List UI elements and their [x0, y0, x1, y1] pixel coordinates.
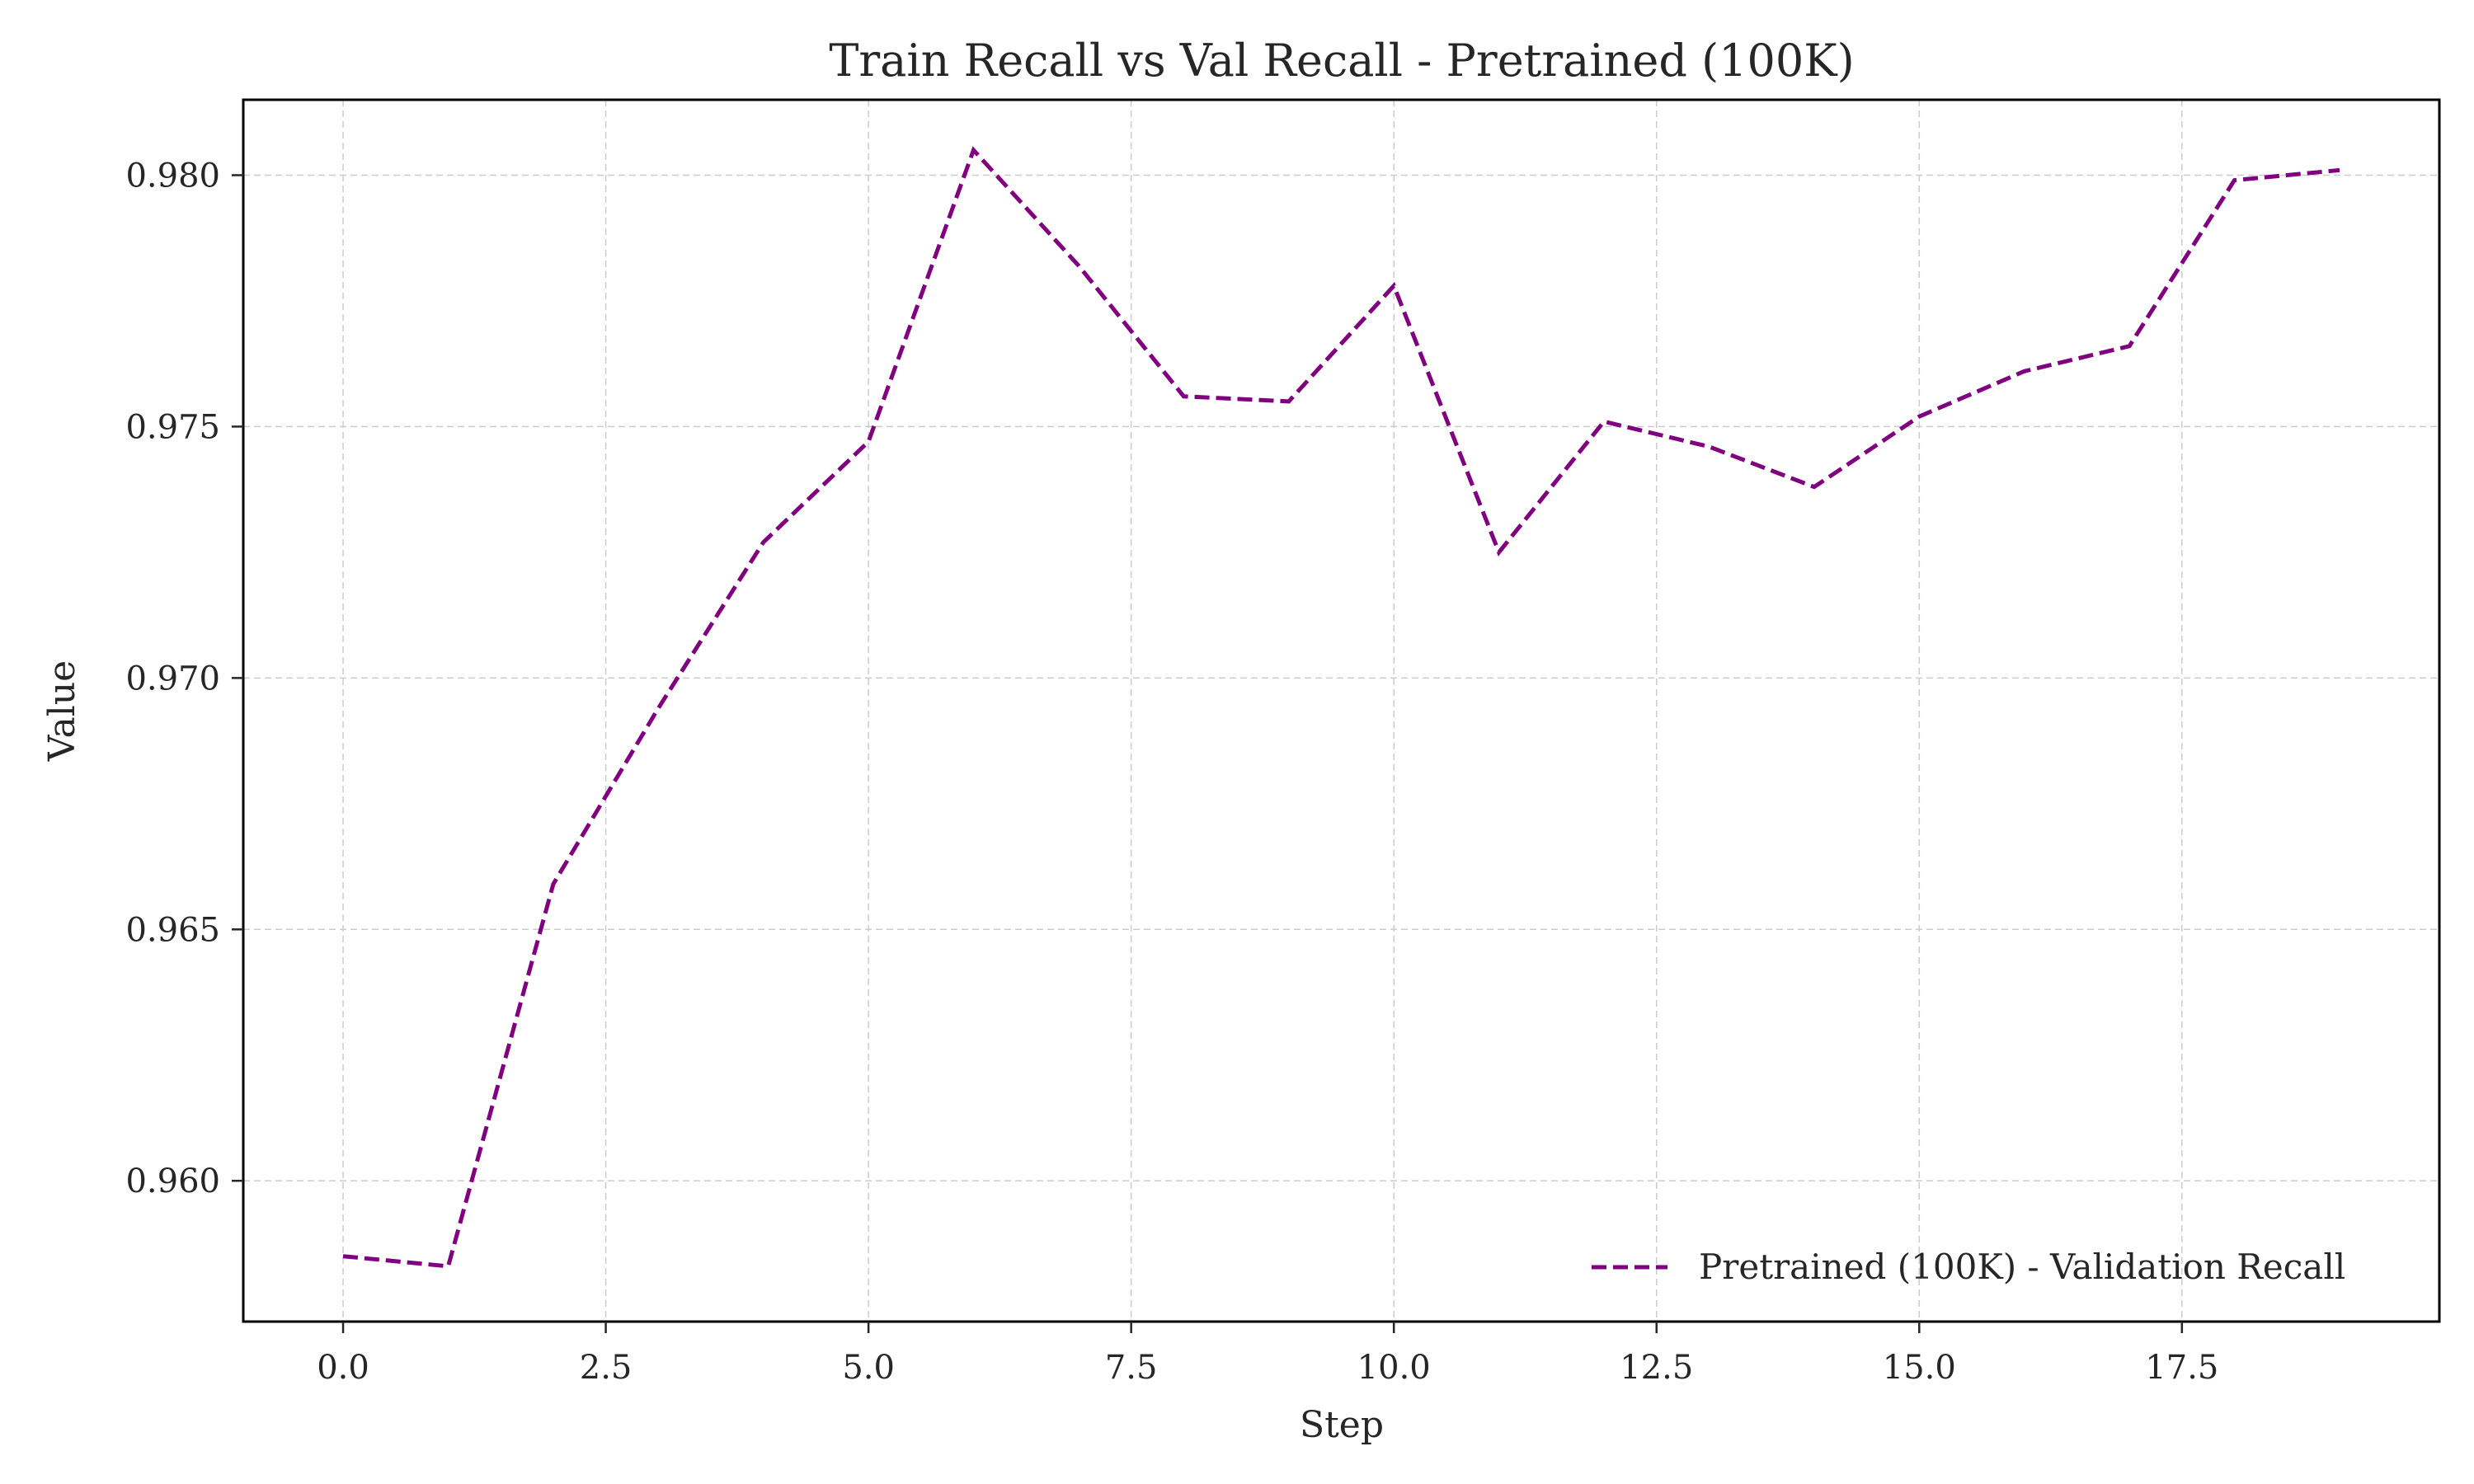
y-axis-ticks: 0.960 0.965 0.970 0.975 0.980	[125, 157, 243, 1200]
legend: Pretrained (100K) - Validation Recall	[1592, 1247, 2345, 1287]
y-tick-label: 0.960	[125, 1162, 220, 1200]
y-tick-label: 0.965	[125, 911, 220, 949]
y-tick-label: 0.980	[125, 157, 220, 195]
y-tick-label: 0.970	[125, 660, 220, 697]
chart-title: Train Recall vs Val Recall - Pretrained …	[829, 35, 1854, 87]
x-tick-label: 7.5	[1105, 1349, 1158, 1387]
plot-area-frame	[242, 98, 2441, 1323]
x-tick-label: 2.5	[580, 1349, 633, 1387]
y-tick-label: 0.975	[125, 408, 220, 446]
x-tick-label: 0.0	[317, 1349, 369, 1387]
x-axis-ticks: 0.0 2.5 5.0 7.5 10.0 12.5 15.0 17.5	[317, 1322, 2218, 1387]
legend-label: Pretrained (100K) - Validation Recall	[1699, 1247, 2345, 1287]
x-tick-label: 12.5	[1620, 1349, 1693, 1387]
x-tick-label: 5.0	[842, 1349, 895, 1387]
grid-lines	[243, 100, 2439, 1322]
series-line	[342, 146, 2340, 1269]
x-tick-label: 17.5	[2145, 1349, 2218, 1387]
y-axis-label: Value	[41, 660, 83, 762]
series-group	[342, 146, 2340, 1269]
x-tick-label: 10.0	[1357, 1349, 1431, 1387]
x-tick-label: 15.0	[1883, 1349, 1956, 1387]
x-axis-label: Step	[1300, 1404, 1384, 1446]
